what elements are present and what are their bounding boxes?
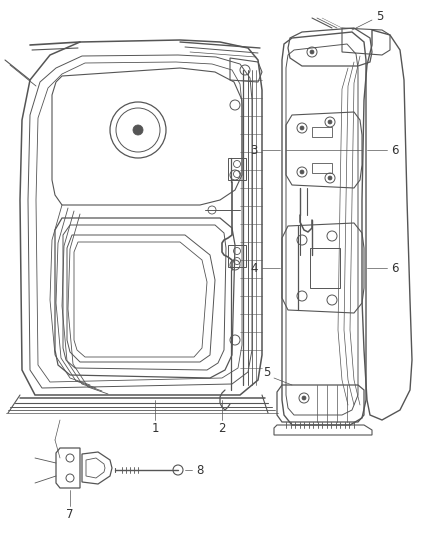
Bar [228, 245, 246, 267]
Circle shape [328, 120, 332, 124]
Text: 7: 7 [66, 508, 74, 521]
Text: 5: 5 [376, 11, 384, 23]
Text: 6: 6 [391, 143, 399, 157]
Text: 6: 6 [391, 262, 399, 274]
Text: 4: 4 [250, 262, 258, 274]
Bar [310, 248, 340, 288]
Circle shape [300, 170, 304, 174]
Circle shape [302, 396, 306, 400]
Bar [312, 163, 332, 173]
Circle shape [310, 50, 314, 54]
Text: 5: 5 [263, 367, 271, 379]
Text: 3: 3 [250, 143, 258, 157]
Bar [228, 158, 246, 180]
Circle shape [300, 126, 304, 130]
Text: 2: 2 [218, 422, 226, 434]
Circle shape [328, 176, 332, 180]
Text: 1: 1 [151, 422, 159, 434]
Bar [312, 127, 332, 137]
Circle shape [133, 125, 143, 135]
Text: 8: 8 [196, 464, 204, 477]
